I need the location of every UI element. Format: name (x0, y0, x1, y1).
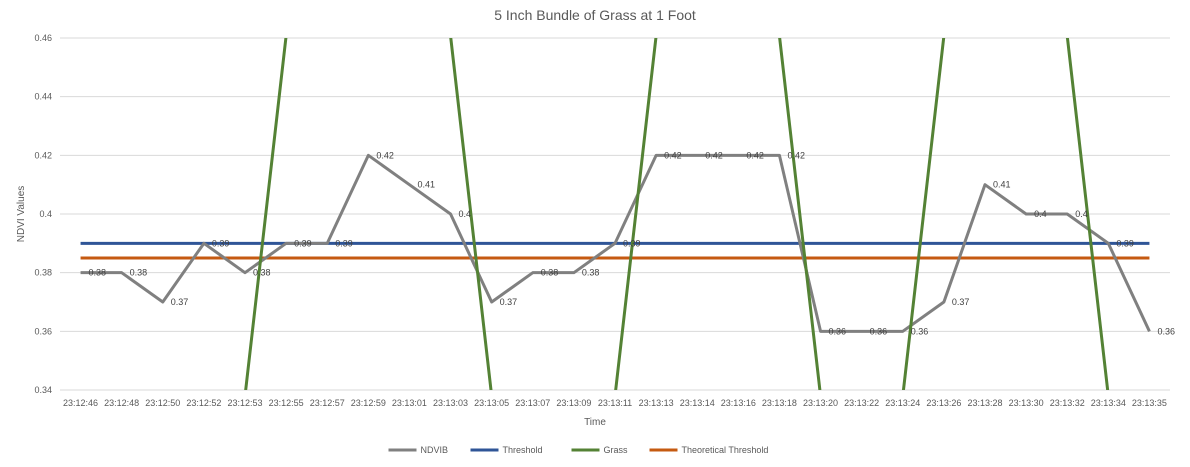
x-tick-label: 23:13:35 (1132, 398, 1167, 408)
y-tick-label: 0.46 (34, 33, 52, 43)
x-tick-label: 23:13:32 (1050, 398, 1085, 408)
data-label: 0.36 (870, 326, 888, 336)
data-label: 0.39 (212, 238, 230, 248)
y-tick-label: 0.34 (34, 385, 52, 395)
data-label: 0.39 (623, 238, 641, 248)
x-tick-label: 23:13:07 (515, 398, 550, 408)
data-label: 0.37 (500, 297, 518, 307)
data-label: 0.38 (253, 268, 271, 278)
x-tick-label: 23:13:26 (926, 398, 961, 408)
y-tick-label: 0.44 (34, 92, 52, 102)
data-label: 0.39 (335, 238, 353, 248)
data-label: 0.4 (1075, 209, 1088, 219)
data-label: 0.4 (459, 209, 472, 219)
data-label: 0.36 (1157, 326, 1175, 336)
legend-label-threshold: Threshold (503, 445, 543, 455)
data-label: 0.41 (417, 180, 435, 190)
x-tick-label: 23:12:52 (186, 398, 221, 408)
x-tick-label: 23:13:14 (680, 398, 715, 408)
y-tick-label: 0.38 (34, 268, 52, 278)
data-label: 0.41 (993, 180, 1011, 190)
y-tick-label: 0.36 (34, 326, 52, 336)
x-tick-label: 23:13:22 (844, 398, 879, 408)
legend-label-grass: Grass (604, 445, 629, 455)
x-tick-label: 23:12:48 (104, 398, 139, 408)
series-line-grass (244, 38, 1110, 390)
data-label: 0.42 (787, 150, 805, 160)
y-axis-ticks: 0.34 0.36 0.38 0.4 0.42 0.44 0.46 (34, 33, 52, 395)
x-tick-label: 23:13:16 (721, 398, 756, 408)
x-tick-label: 23:12:55 (269, 398, 304, 408)
data-label: 0.42 (664, 150, 682, 160)
data-label: 0.38 (541, 268, 559, 278)
x-tick-label: 23:13:03 (433, 398, 468, 408)
x-tick-label: 23:13:18 (762, 398, 797, 408)
data-labels: 0.38 0.38 0.37 0.39 0.38 0.39 0.39 0.42 0.41 0.4 0… (89, 150, 1175, 336)
data-label: 0.42 (705, 150, 723, 160)
x-tick-label: 23:13:28 (967, 398, 1002, 408)
data-label: 0.38 (89, 268, 107, 278)
gridlines (60, 37, 1170, 391)
x-tick-label: 23:13:20 (803, 398, 838, 408)
chart-title: 5 Inch Bundle of Grass at 1 Foot (494, 7, 696, 23)
x-tick-label: 23:13:13 (639, 398, 674, 408)
data-label: 0.42 (746, 150, 764, 160)
y-tick-label: 0.4 (39, 209, 52, 219)
data-label: 0.36 (911, 326, 929, 336)
data-label: 0.38 (582, 268, 600, 278)
y-axis-title: NDVI Values (16, 186, 27, 243)
data-label: 0.36 (829, 326, 847, 336)
data-label: 0.37 (952, 297, 970, 307)
x-tick-label: 23:13:01 (392, 398, 427, 408)
y-tick-label: 0.42 (34, 150, 52, 160)
series-lines (80, 38, 1151, 390)
data-label: 0.39 (1116, 238, 1134, 248)
x-tick-label: 23:12:57 (310, 398, 345, 408)
x-tick-label: 23:12:53 (227, 398, 262, 408)
x-tick-label: 23:13:30 (1009, 398, 1044, 408)
x-tick-label: 23:12:59 (351, 398, 386, 408)
legend: NDVIB Threshold Grass Theoretical Threshold (388, 445, 769, 455)
x-tick-label: 23:13:05 (474, 398, 509, 408)
x-axis-title: Time (584, 417, 606, 428)
x-tick-label: 23:13:11 (598, 398, 632, 408)
legend-label-theoretical-threshold: Theoretical Threshold (682, 445, 769, 455)
legend-label-ndvib: NDVIB (421, 445, 449, 455)
data-label: 0.37 (171, 297, 189, 307)
data-label: 0.38 (130, 268, 148, 278)
x-tick-label: 23:13:24 (885, 398, 920, 408)
data-label: 0.39 (294, 238, 312, 248)
x-tick-label: 23:13:09 (556, 398, 591, 408)
x-axis-ticks: 23:12:46 23:12:48 23:12:50 23:12:52 23:12:53… (63, 398, 1167, 408)
x-tick-label: 23:12:50 (145, 398, 180, 408)
data-label: 0.4 (1034, 209, 1047, 219)
x-tick-label: 23:12:46 (63, 398, 98, 408)
x-tick-label: 23:13:34 (1091, 398, 1126, 408)
data-label: 0.42 (376, 150, 394, 160)
